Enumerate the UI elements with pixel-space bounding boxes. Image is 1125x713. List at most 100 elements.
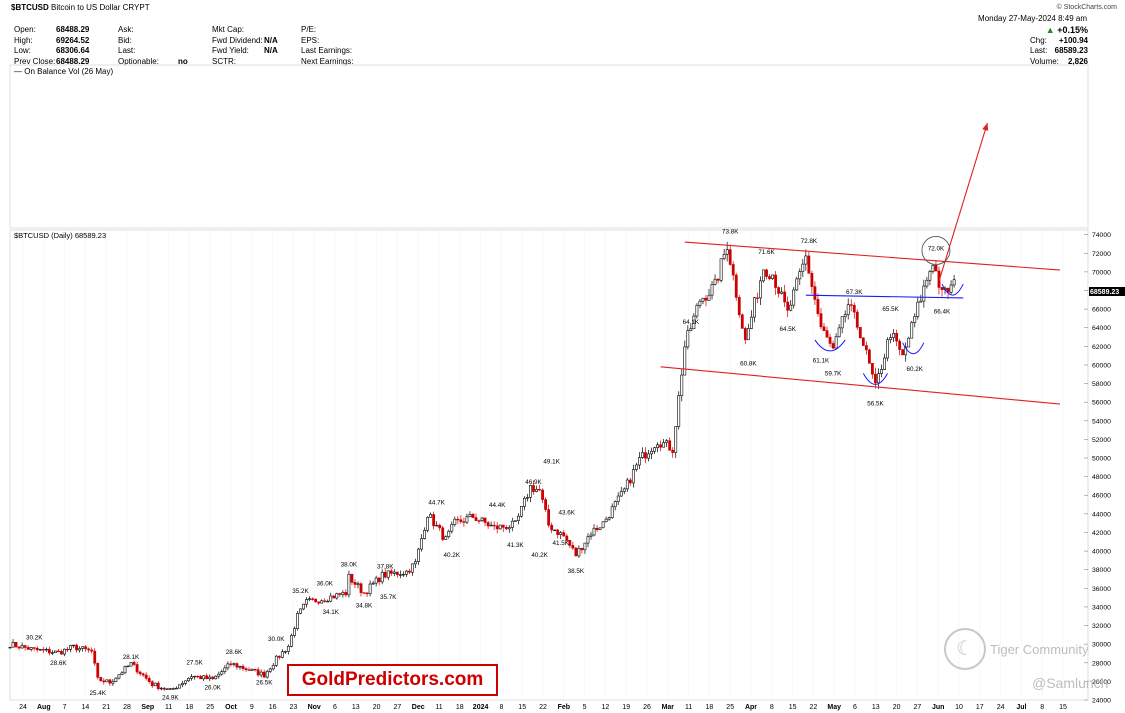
x-tick-label: 22 bbox=[810, 704, 818, 711]
price-annotation: 28.1K bbox=[123, 654, 140, 661]
candle-body bbox=[35, 647, 39, 651]
candle-body bbox=[768, 276, 771, 279]
candle-body bbox=[616, 495, 620, 502]
x-tick-label: 18 bbox=[456, 704, 464, 711]
candle-body bbox=[816, 299, 820, 314]
candle-body bbox=[783, 291, 787, 303]
candle-body bbox=[671, 449, 675, 453]
price-annotation: 26.0K bbox=[205, 684, 222, 691]
candle-body bbox=[417, 548, 420, 562]
quote-row: Last Earnings: bbox=[301, 46, 353, 55]
grid bbox=[22, 230, 1064, 700]
candle-body bbox=[311, 598, 315, 600]
x-tick-label: 6 bbox=[333, 704, 337, 711]
candle-body bbox=[577, 547, 581, 557]
candle-body bbox=[308, 598, 311, 600]
candle-body bbox=[489, 524, 493, 527]
candle-body bbox=[102, 680, 106, 683]
candle-body bbox=[371, 582, 375, 585]
y-tick-label: 54000 bbox=[1092, 418, 1111, 425]
candle-body bbox=[677, 395, 681, 427]
candle-body bbox=[72, 644, 75, 647]
candle-body bbox=[526, 497, 529, 499]
price-annotation: 72.0K bbox=[928, 245, 945, 252]
candle-body bbox=[598, 527, 602, 530]
candle-body bbox=[323, 600, 327, 602]
price-panel bbox=[9, 229, 1089, 701]
candle-body bbox=[619, 491, 623, 497]
candle-body bbox=[60, 651, 63, 655]
x-tick-label: 22 bbox=[539, 704, 547, 711]
candle-body bbox=[347, 573, 351, 596]
candle-body bbox=[111, 681, 115, 684]
candle-body bbox=[846, 304, 850, 315]
price-annotation: 28.6K bbox=[226, 649, 243, 656]
candle-body bbox=[468, 514, 472, 518]
candle-body bbox=[459, 519, 463, 523]
quote-col-2: Ask: Bid: Last: Optionable: no bbox=[118, 25, 188, 67]
x-tick-label: Oct bbox=[225, 704, 237, 711]
candle-body bbox=[674, 426, 678, 453]
candle-body bbox=[293, 628, 296, 636]
candle-body bbox=[129, 662, 133, 667]
symbol-name: Bitcoin to US Dollar bbox=[51, 3, 121, 12]
price-annotation: 38.5K bbox=[568, 568, 585, 575]
indicator-label: — On Balance Vol (26 May) bbox=[14, 67, 114, 76]
candle-body bbox=[441, 527, 445, 540]
y-axis: 7400072000700006800066000640006200060000… bbox=[1084, 232, 1111, 705]
price-annotation: 41.3K bbox=[507, 542, 524, 549]
candle-body bbox=[807, 255, 811, 274]
candle-body bbox=[571, 545, 575, 549]
candle-body bbox=[374, 577, 378, 584]
candle-body bbox=[728, 249, 732, 265]
y-tick-label: 26000 bbox=[1092, 679, 1111, 686]
quote-col-3: Mkt Cap: Fwd Dividend: N/A Fwd Yield: N/A … bbox=[212, 25, 292, 67]
candle-body bbox=[507, 527, 511, 530]
candle-body bbox=[420, 538, 423, 550]
candle-body bbox=[740, 314, 744, 329]
candle-body bbox=[892, 333, 895, 338]
candle-body bbox=[208, 676, 212, 679]
candle-body bbox=[8, 646, 12, 649]
y-tick-label: 32000 bbox=[1092, 623, 1111, 630]
candle-body bbox=[429, 514, 433, 518]
price-annotation: 38.0K bbox=[341, 562, 358, 569]
highlight-circle bbox=[921, 236, 951, 265]
candle-body bbox=[843, 314, 847, 317]
candle-body bbox=[871, 363, 874, 375]
brand-watermark: GoldPredictors.com bbox=[287, 664, 498, 696]
candle-body bbox=[861, 337, 865, 346]
candle-body bbox=[819, 313, 823, 328]
candle-body bbox=[93, 650, 97, 664]
candle-body bbox=[722, 254, 726, 260]
candle-body bbox=[801, 263, 805, 272]
candle-body bbox=[132, 662, 136, 665]
candle-body bbox=[541, 489, 544, 500]
candle-body bbox=[553, 529, 557, 532]
candle-body bbox=[141, 673, 145, 676]
quote-row: Low: 68306.64 bbox=[14, 46, 90, 55]
candle-body bbox=[695, 305, 699, 317]
candle-body bbox=[20, 645, 24, 649]
candle-body bbox=[211, 676, 215, 680]
x-tick-label: 9 bbox=[250, 704, 254, 711]
price-annotation: 44.4K bbox=[489, 502, 506, 509]
x-tick-label: 15 bbox=[518, 704, 526, 711]
candle-body bbox=[63, 648, 66, 655]
candle-body bbox=[147, 677, 151, 682]
x-tick-label: 11 bbox=[165, 704, 172, 711]
candle-body bbox=[562, 532, 566, 537]
candle-body bbox=[510, 520, 514, 528]
candle-body bbox=[737, 297, 741, 316]
candle-body bbox=[17, 646, 21, 649]
candle-body bbox=[586, 536, 590, 544]
candle-body bbox=[450, 524, 454, 532]
neckline bbox=[805, 294, 964, 299]
x-tick-label: 11 bbox=[435, 704, 442, 711]
candle-body bbox=[771, 274, 774, 279]
price-annotation: 44.7K bbox=[428, 499, 445, 506]
price-annotation: 35.7K bbox=[380, 594, 397, 601]
candle-body bbox=[75, 644, 78, 651]
y-tick-label: 70000 bbox=[1092, 269, 1111, 276]
x-tick-label: 17 bbox=[976, 704, 984, 711]
